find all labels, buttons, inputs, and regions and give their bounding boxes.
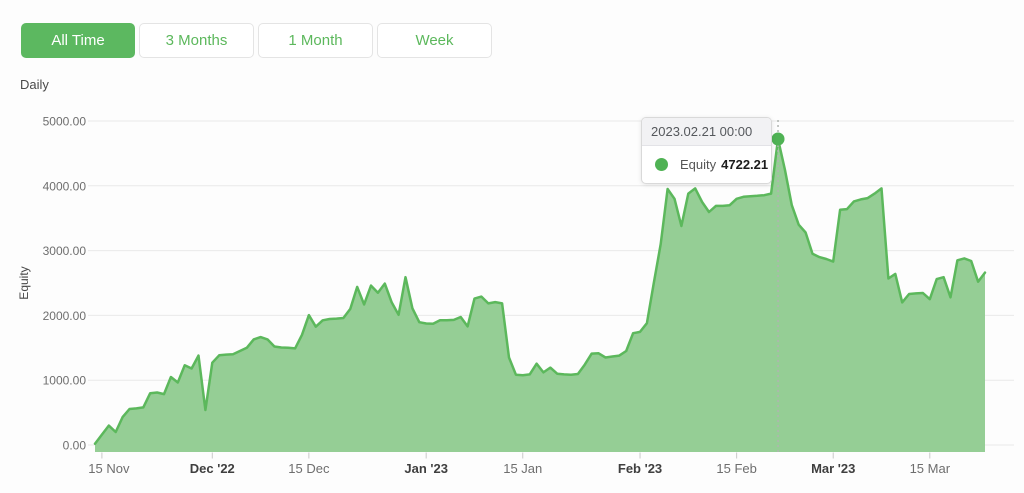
chart-plot-area[interactable]: 5000.00 4000.00 3000.00 2000.00 1000.00 0.00 E… [0, 100, 1024, 493]
x-tick-label: 15 Jan [503, 461, 542, 476]
time-range-toolbar: All Time 3 Months 1 Month Week [21, 23, 492, 58]
x-tick-label: 15 Feb [716, 461, 756, 476]
x-tick-label: Dec '22 [190, 461, 235, 476]
equity-area-fill [95, 139, 985, 452]
button-1-month[interactable]: 1 Month [258, 23, 373, 58]
frequency-label: Daily [20, 77, 49, 92]
y-tick-label: 2000.00 [43, 309, 87, 323]
y-tick-label: 5000.00 [43, 115, 87, 129]
x-tick-label: 15 Mar [910, 461, 951, 476]
y-tick-label: 4000.00 [43, 179, 87, 193]
equity-chart: 5000.00 4000.00 3000.00 2000.00 1000.00 0.00 E… [0, 100, 1024, 493]
x-tick-label: 15 Dec [288, 461, 330, 476]
equity-line [93, 137, 987, 445]
marker-dot [771, 132, 785, 146]
x-tick-label: Feb '23 [618, 461, 662, 476]
y-tick-label: 1000.00 [43, 374, 87, 388]
x-tick-label: Mar '23 [811, 461, 855, 476]
button-all-time[interactable]: All Time [21, 23, 135, 58]
y-tick-label: 3000.00 [43, 244, 87, 258]
x-tick-label: 15 Nov [88, 461, 130, 476]
y-tick-label: 0.00 [63, 439, 87, 453]
y-axis-title: Equity [17, 266, 31, 299]
button-week[interactable]: Week [377, 23, 492, 58]
button-3-months[interactable]: 3 Months [139, 23, 254, 58]
x-tick-label: Jan '23 [404, 461, 448, 476]
